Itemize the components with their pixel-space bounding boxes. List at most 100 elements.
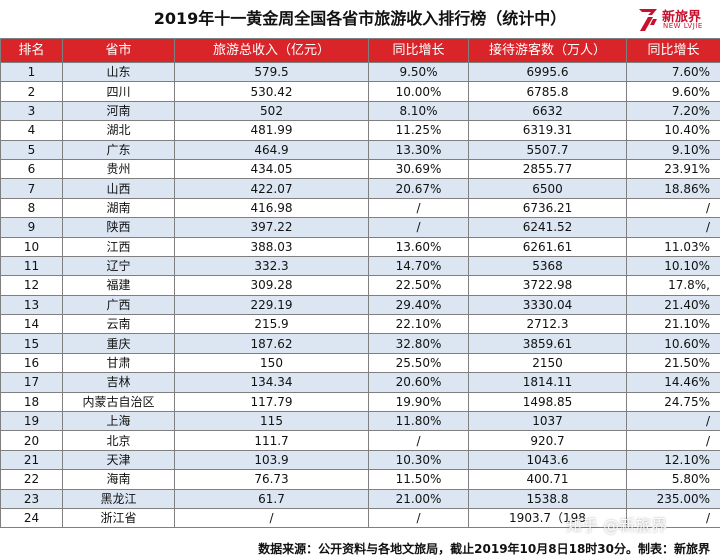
cell-rank: 12 <box>0 275 63 296</box>
table-row: 21 天津 103.9 10.30% 1043.6 12.10% <box>0 449 720 471</box>
table-row: 9 陕西 397.22/6241.52/ <box>0 217 720 238</box>
cell-income: 215.9 <box>174 314 369 335</box>
cell-income: 481.99 <box>174 120 369 141</box>
cell-income: 76.73 <box>174 469 369 490</box>
cell-visitors-yoy: / <box>626 507 720 529</box>
cell-visitors: 6500 <box>468 178 627 199</box>
cell-income-yoy: / <box>368 197 469 219</box>
cell-visitors: 1498.85 <box>468 391 627 413</box>
cell-visitors: 1814.11 <box>468 372 627 393</box>
cell-income: 117.79 <box>174 391 369 413</box>
cell-income-yoy: 14.70% <box>368 255 469 277</box>
cell-province: 云南 <box>62 314 175 335</box>
cell-rank: 9 <box>0 217 63 238</box>
cell-visitors-yoy: 9.60% <box>626 81 720 102</box>
page-title: 2019年十一黄金周全国各省市旅游收入排行榜（统计中） <box>153 9 567 28</box>
table-row: 12 福建 309.28 22.50% 3722.98 17.8%, <box>0 275 720 296</box>
table-row: 4 湖北 481.99 11.25% 6319.31 10.40% <box>0 120 720 141</box>
cell-visitors: 6785.8 <box>468 81 627 102</box>
brand-logo: 新旅界 NEW LVJIE <box>636 5 714 33</box>
cell-rank: 17 <box>0 372 63 393</box>
cell-province: 广西 <box>62 294 175 316</box>
cell-income: 416.98 <box>174 197 369 219</box>
cell-visitors: 1043.6 <box>468 449 627 471</box>
cell-province: 重庆 <box>62 333 175 354</box>
cell-visitors-yoy: 7.60% <box>626 61 720 83</box>
cell-income-yoy: 11.25% <box>368 120 469 141</box>
table-row: 16 甘肃 150 25.50% 2150 21.50% <box>0 352 720 374</box>
cell-rank: 5 <box>0 139 63 160</box>
table-row: 24 浙江省 //1903.7（198/ <box>0 507 720 529</box>
cell-income-yoy: 11.50% <box>368 469 469 490</box>
cell-income: 502 <box>174 100 369 122</box>
cell-rank: 8 <box>0 197 63 219</box>
cell-rank: 6 <box>0 158 63 180</box>
cell-income: 422.07 <box>174 178 369 199</box>
cell-income: 150 <box>174 352 369 374</box>
cell-income: 388.03 <box>174 236 369 257</box>
cell-income: 134.34 <box>174 372 369 393</box>
cell-income-yoy: 32.80% <box>368 333 469 354</box>
cell-visitors-yoy: 18.86% <box>626 178 720 199</box>
table-row: 7 山西 422.07 20.67% 6500 18.86% <box>0 178 720 199</box>
cell-income-yoy: 19.90% <box>368 391 469 413</box>
cell-income: 579.5 <box>174 61 369 83</box>
column-header-province: 省市 <box>62 38 175 63</box>
cell-visitors-yoy: 235.00% <box>626 488 720 509</box>
cell-rank: 7 <box>0 178 63 199</box>
cell-visitors: 2150 <box>468 352 627 374</box>
cell-province: 贵州 <box>62 158 175 180</box>
cell-visitors-yoy: / <box>626 217 720 238</box>
table-row: 14 云南 215.9 22.10% 2712.3 21.10% <box>0 314 720 335</box>
table-row: 10 江西 388.03 13.60% 6261.61 11.03% <box>0 236 720 257</box>
cell-income: 464.9 <box>174 139 369 160</box>
footer-source: 数据来源：公开资料与各地文旅局，截止2019年10月8日18时30分。制表：新旅… <box>258 542 710 556</box>
table-row: 23 黑龙江 61.7 21.00% 1538.8 235.00% <box>0 488 720 509</box>
cell-rank: 2 <box>0 81 63 102</box>
cell-visitors-yoy: 12.10% <box>626 449 720 471</box>
cell-rank: 10 <box>0 236 63 257</box>
cell-visitors: 6632 <box>468 100 627 122</box>
cell-income: 434.05 <box>174 158 369 180</box>
cell-visitors: 5507.7 <box>468 139 627 160</box>
cell-rank: 3 <box>0 100 63 122</box>
table-row: 6 贵州 434.05 30.69% 2855.77 23.91% <box>0 158 720 180</box>
cell-province: 黑龙江 <box>62 488 175 509</box>
cell-visitors: 920.7 <box>468 430 627 451</box>
cell-income-yoy: 10.30% <box>368 449 469 471</box>
column-header-visitors-yoy: 同比增长 <box>626 38 720 63</box>
cell-rank: 15 <box>0 333 63 354</box>
cell-visitors-yoy: 24.75% <box>626 391 720 413</box>
cell-province: 陕西 <box>62 217 175 238</box>
cell-visitors: 2855.77 <box>468 158 627 180</box>
cell-income: 187.62 <box>174 333 369 354</box>
cell-visitors-yoy: 21.10% <box>626 314 720 335</box>
cell-income-yoy: 9.50% <box>368 61 469 83</box>
cell-income-yoy: 11.80% <box>368 411 469 432</box>
cell-visitors-yoy: 7.20% <box>626 100 720 122</box>
table-row: 5 广东 464.9 13.30% 5507.7 9.10% <box>0 139 720 160</box>
cell-visitors-yoy: 21.40% <box>626 294 720 316</box>
new-lvjie-logo-icon <box>639 9 657 31</box>
cell-rank: 4 <box>0 120 63 141</box>
cell-visitors: 6995.6 <box>468 61 627 83</box>
cell-province: 浙江省 <box>62 507 175 529</box>
cell-visitors: 6736.21 <box>468 197 627 219</box>
cell-income: 111.7 <box>174 430 369 451</box>
cell-visitors: 6241.52 <box>468 217 627 238</box>
table-row: 8 湖南 416.98/6736.21/ <box>0 197 720 219</box>
cell-income: 229.19 <box>174 294 369 316</box>
table-row: 15 重庆 187.62 32.80% 3859.61 10.60% <box>0 333 720 354</box>
cell-province: 辽宁 <box>62 255 175 277</box>
cell-province: 江西 <box>62 236 175 257</box>
cell-visitors: 1538.8 <box>468 488 627 509</box>
cell-income-yoy: 22.10% <box>368 314 469 335</box>
cell-visitors: 6319.31 <box>468 120 627 141</box>
cell-income: 332.3 <box>174 255 369 277</box>
cell-visitors: 3859.61 <box>468 333 627 354</box>
cell-province: 山西 <box>62 178 175 199</box>
cell-province: 河南 <box>62 100 175 122</box>
cell-visitors-yoy: 17.8%, <box>626 275 720 296</box>
cell-province: 湖南 <box>62 197 175 219</box>
cell-income: / <box>174 507 369 529</box>
